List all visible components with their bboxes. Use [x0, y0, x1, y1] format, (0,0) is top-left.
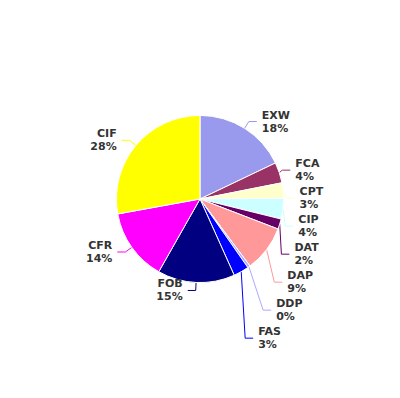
svg-text:DDP: DDP: [276, 297, 302, 310]
svg-text:FAS: FAS: [258, 325, 281, 338]
svg-text:0%: 0%: [276, 310, 295, 323]
svg-text:14%: 14%: [86, 252, 112, 265]
svg-text:9%: 9%: [287, 282, 306, 295]
svg-text:CFR: CFR: [88, 239, 113, 252]
svg-text:3%: 3%: [300, 198, 319, 211]
svg-text:FCA: FCA: [295, 157, 320, 170]
svg-text:FOB: FOB: [157, 277, 182, 290]
svg-text:4%: 4%: [298, 226, 317, 239]
svg-text:CPT: CPT: [300, 185, 324, 198]
svg-text:3%: 3%: [258, 338, 277, 351]
svg-text:CIF: CIF: [97, 127, 117, 140]
svg-text:CIP: CIP: [298, 213, 318, 226]
svg-text:15%: 15%: [156, 290, 182, 303]
svg-text:18%: 18%: [262, 122, 288, 135]
svg-text:DAT: DAT: [294, 241, 319, 254]
svg-text:DAP: DAP: [287, 269, 313, 282]
svg-text:4%: 4%: [295, 170, 314, 183]
svg-text:28%: 28%: [90, 140, 116, 153]
svg-text:EXW: EXW: [262, 109, 290, 122]
svg-text:2%: 2%: [294, 254, 313, 267]
